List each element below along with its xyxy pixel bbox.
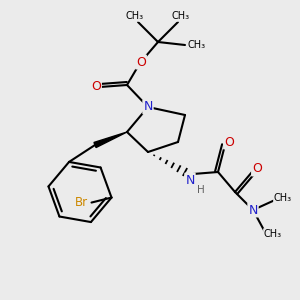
Text: O: O [252,163,262,176]
Text: H: H [197,185,205,195]
Text: N: N [248,203,258,217]
Polygon shape [94,132,127,148]
Text: CH₃: CH₃ [264,229,282,239]
Text: CH₃: CH₃ [188,40,206,50]
Text: N: N [143,100,153,113]
Text: O: O [136,56,146,68]
Text: CH₃: CH₃ [172,11,190,21]
Text: Br: Br [75,196,88,209]
Text: O: O [224,136,234,148]
Text: CH₃: CH₃ [126,11,144,21]
Text: O: O [91,80,101,94]
Text: N: N [185,173,195,187]
Text: CH₃: CH₃ [274,193,292,203]
